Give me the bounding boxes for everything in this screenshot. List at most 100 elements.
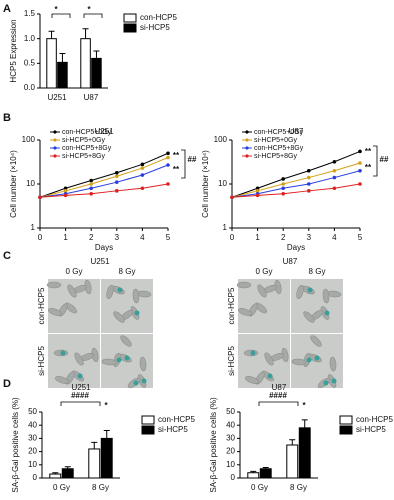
- error-bar: [64, 466, 71, 469]
- stain: [141, 378, 147, 384]
- chart-title: U87: [272, 383, 287, 392]
- y-tick-label: 1.0: [24, 34, 36, 43]
- panel-label: D: [3, 378, 11, 390]
- y-tick-label: 0.5: [24, 58, 36, 67]
- legend-swatch: [141, 415, 155, 425]
- y-tick-label: 30: [28, 434, 37, 443]
- x-tick-label: U87: [84, 93, 99, 102]
- bar: [259, 468, 272, 479]
- point: [255, 189, 260, 193]
- point: [281, 177, 286, 181]
- bar: [80, 38, 91, 89]
- bracket: [60, 401, 101, 406]
- bar: [88, 448, 101, 479]
- significance: **: [365, 163, 372, 172]
- legend-swatch: [141, 425, 155, 435]
- group-label: si-HCP5: [227, 346, 236, 376]
- significance: *: [54, 5, 58, 14]
- cell: [106, 284, 114, 300]
- point: [140, 173, 145, 177]
- series-line: [231, 150, 361, 198]
- y-tick-label: 1: [223, 223, 228, 232]
- point: [281, 182, 286, 186]
- point: [358, 168, 362, 173]
- point: [281, 186, 286, 191]
- x-tick-label: 8 Gy: [290, 483, 307, 492]
- y-tick-label: 0: [33, 473, 38, 482]
- cell: [132, 288, 140, 304]
- series-line: [231, 170, 361, 198]
- stain: [331, 378, 337, 384]
- point: [166, 155, 170, 160]
- y-tick-label: 1.5: [24, 9, 36, 18]
- y-tick-label: 100: [214, 135, 228, 144]
- point: [89, 191, 93, 196]
- cell-line-title: U251: [90, 257, 110, 266]
- cell: [257, 284, 267, 298]
- x-tick-label: 0 Gy: [251, 483, 268, 492]
- cell-line-title: U87: [283, 257, 298, 266]
- stain: [124, 355, 130, 361]
- cell: [310, 335, 322, 347]
- series-line: [231, 183, 361, 198]
- x-axis-label: Days: [95, 243, 113, 252]
- error-bar: [52, 472, 59, 475]
- x-tick-label: 1: [63, 233, 68, 242]
- x-tick-label: U251: [47, 93, 67, 102]
- y-tick-label: 30: [226, 434, 235, 443]
- error-bar: [289, 439, 296, 445]
- point: [166, 163, 170, 167]
- cell: [113, 311, 125, 323]
- dose-label: 0 Gy: [256, 267, 273, 276]
- point: [332, 175, 337, 180]
- y-tick-label: 1: [31, 223, 36, 232]
- x-tick-label: 8 Gy: [92, 483, 109, 492]
- error-bar: [262, 466, 269, 469]
- point: [63, 186, 68, 191]
- dose-label: 0 Gy: [66, 267, 83, 276]
- y-axis-label: SA-β-Gal positive cells (%): [11, 397, 20, 493]
- x-tick-label: 1: [255, 233, 260, 242]
- point: [140, 166, 145, 170]
- stain: [267, 373, 273, 379]
- legend-swatch: [123, 13, 137, 23]
- cell: [48, 308, 62, 316]
- significance: *: [302, 401, 306, 410]
- point: [63, 189, 68, 193]
- error-bar: [82, 28, 89, 39]
- y-tick-label: 20: [28, 447, 37, 456]
- cell: [296, 284, 304, 300]
- point: [89, 178, 93, 183]
- significance: **: [365, 147, 372, 156]
- legend-label: con-HCP5: [158, 415, 195, 424]
- legend-marker: [245, 130, 249, 134]
- y-tick-label: 50: [28, 407, 37, 416]
- dose-label: 8 Gy: [309, 267, 326, 276]
- legend-marker: [53, 130, 57, 134]
- point: [38, 195, 42, 200]
- x-tick-label: 5: [166, 233, 171, 242]
- bar: [247, 472, 260, 479]
- x-tick-label: 4: [140, 233, 145, 242]
- stain: [250, 350, 256, 356]
- error-bar: [250, 470, 257, 473]
- point: [358, 182, 362, 186]
- y-tick-label: 0: [231, 473, 236, 482]
- point: [358, 161, 362, 165]
- legend-label: con-HCP5+0Gy: [62, 129, 112, 136]
- point: [63, 193, 68, 198]
- x-tick-label: 0: [38, 233, 43, 242]
- legend-marker: [245, 138, 249, 142]
- dose-label: 8 Gy: [119, 267, 136, 276]
- series-line: [39, 152, 169, 198]
- x-tick-label: 5: [358, 233, 363, 242]
- panel-label: C: [3, 250, 11, 262]
- x-tick-label: 2: [281, 233, 286, 242]
- cell: [139, 356, 147, 372]
- legend-label: si-HCP5+0Gy: [254, 137, 297, 144]
- point: [230, 195, 234, 200]
- stain: [307, 287, 313, 293]
- error-bar: [301, 419, 308, 428]
- legend-marker: [245, 154, 249, 158]
